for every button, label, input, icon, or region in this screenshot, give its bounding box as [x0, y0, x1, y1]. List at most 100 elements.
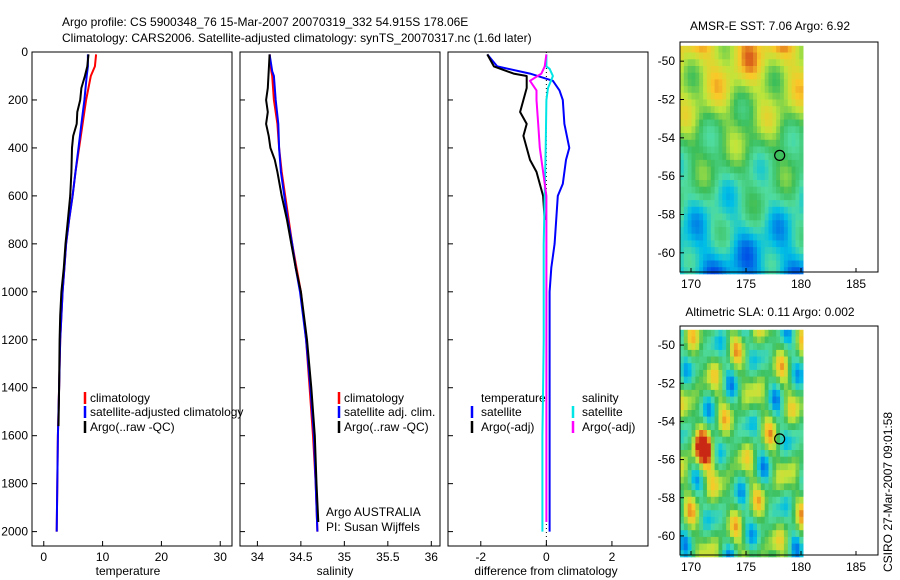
- sst-cell: [791, 99, 796, 107]
- sst-cell: [768, 45, 773, 53]
- sst-cell: [695, 133, 700, 141]
- difference-panel: difference from climatology temperature …: [447, 51, 649, 578]
- sst-cell: [722, 193, 727, 201]
- sst-cell: [760, 267, 766, 275]
- sla-cell: [737, 416, 742, 424]
- sst-cell: [737, 126, 742, 134]
- sla-cell: [726, 336, 731, 344]
- sla-cell: [699, 530, 704, 538]
- difference-legend-temperature-satellite: satellite: [481, 405, 522, 419]
- sla-cell: [787, 496, 792, 504]
- sst-cell: [722, 180, 727, 188]
- sla-cell: [772, 349, 777, 357]
- sst-cell: [730, 240, 735, 248]
- sla-cell: [695, 463, 700, 471]
- sla-cell: [791, 416, 796, 424]
- sla-cell: [772, 470, 777, 478]
- sla-cell: [780, 349, 785, 357]
- sla-cell: [722, 450, 727, 458]
- sst-cell: [776, 260, 781, 268]
- sla-cell: [741, 396, 746, 404]
- sla-cell: [776, 516, 781, 524]
- sla-cell: [726, 463, 731, 471]
- sla-cell: [733, 349, 739, 357]
- sst-cell: [737, 213, 742, 221]
- sla-cell: [699, 416, 704, 424]
- sst-cell: [749, 72, 754, 80]
- temperature-legend-satellite: satellite-adjusted climatology: [90, 405, 243, 419]
- sla-cell: [772, 550, 777, 558]
- sst-cell: [706, 166, 712, 174]
- sst-cell: [741, 79, 746, 87]
- sst-cell: [695, 253, 700, 261]
- sst-cell: [726, 99, 731, 107]
- sla-cell: [687, 423, 692, 431]
- sla-cell: [733, 423, 739, 431]
- sla-cell: [730, 503, 735, 511]
- sla-cell: [703, 416, 708, 424]
- sla-cell: [768, 383, 773, 391]
- sst-cell: [683, 247, 688, 255]
- sla-cell: [757, 389, 762, 397]
- sla-cell: [706, 490, 712, 498]
- sla-cell: [780, 383, 785, 391]
- sst-cell: [680, 66, 685, 74]
- sla-cell: [741, 403, 746, 411]
- sla-cell: [760, 383, 766, 391]
- sla-cell: [730, 423, 735, 431]
- sst-cell: [772, 186, 777, 194]
- sla-cell: [768, 550, 773, 558]
- sla-cell: [768, 456, 773, 464]
- sla-cell: [757, 476, 762, 484]
- sla-cell: [757, 456, 762, 464]
- sla-cell: [710, 476, 715, 484]
- sla-cell: [683, 430, 688, 438]
- sst-cell: [710, 260, 715, 268]
- sst-cell: [760, 133, 766, 141]
- sla-cell: [795, 383, 800, 391]
- sla-cell: [706, 369, 712, 377]
- sst-cell: [730, 260, 735, 268]
- sla-cell: [733, 343, 739, 351]
- sst-cell: [706, 240, 712, 248]
- sla-cell: [799, 516, 804, 524]
- sla-cell: [710, 503, 715, 511]
- sst-cell: [795, 166, 800, 174]
- sla-cell: [791, 450, 796, 458]
- sst-cell: [722, 253, 727, 261]
- sst-cell: [783, 153, 789, 161]
- sla-cell: [730, 336, 735, 344]
- sla-cell: [787, 470, 792, 478]
- sst-cell: [726, 193, 731, 201]
- sla-cell: [722, 336, 727, 344]
- sla-cell: [753, 463, 758, 471]
- sst-cell: [791, 227, 796, 235]
- sst-cell: [737, 206, 742, 214]
- sla-cell: [695, 389, 700, 397]
- sst-cell: [757, 126, 762, 134]
- sst-cell: [695, 206, 700, 214]
- sla-cell: [749, 349, 754, 357]
- sst-cell: [733, 153, 739, 161]
- sla-cell: [726, 443, 731, 451]
- sst-cell: [780, 52, 785, 60]
- sst-cell: [799, 253, 804, 261]
- sla-cell: [718, 490, 723, 498]
- sst-cell: [776, 213, 781, 221]
- sla-cell: [699, 476, 704, 484]
- sla-cell: [772, 536, 777, 544]
- sla-cell: [783, 410, 789, 418]
- sst-cell: [726, 72, 731, 80]
- sst-cell: [726, 173, 731, 181]
- sst-cell: [718, 153, 723, 161]
- sla-cell: [726, 470, 731, 478]
- sst-cell: [714, 193, 719, 201]
- sla-cell: [791, 403, 796, 411]
- sst-cell: [722, 45, 727, 53]
- sst-cell: [745, 106, 750, 114]
- sla-cell: [737, 543, 742, 551]
- sst-cell: [680, 166, 685, 174]
- sla-cell: [703, 470, 708, 478]
- sla-cell: [768, 523, 773, 531]
- sst-cell: [757, 106, 762, 114]
